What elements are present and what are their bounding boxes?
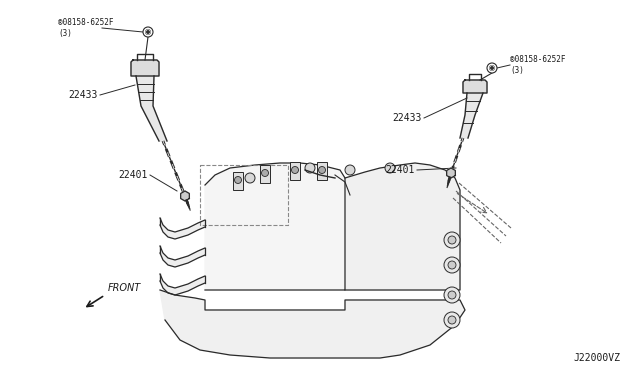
Circle shape xyxy=(448,261,456,269)
Text: 22433: 22433 xyxy=(68,90,98,100)
Circle shape xyxy=(385,163,395,173)
Circle shape xyxy=(487,63,497,73)
Text: 22401: 22401 xyxy=(118,170,148,180)
Bar xyxy=(233,172,243,190)
Circle shape xyxy=(448,316,456,324)
Circle shape xyxy=(319,167,326,173)
Polygon shape xyxy=(136,76,167,141)
Polygon shape xyxy=(463,80,487,93)
Circle shape xyxy=(234,176,241,183)
Circle shape xyxy=(245,173,255,183)
Polygon shape xyxy=(180,191,189,201)
Circle shape xyxy=(305,163,315,173)
Bar xyxy=(317,162,327,180)
Text: J22000VZ: J22000VZ xyxy=(573,353,620,363)
Circle shape xyxy=(143,27,153,37)
Polygon shape xyxy=(131,60,159,76)
Polygon shape xyxy=(205,163,345,290)
Bar xyxy=(290,162,300,180)
Text: ®08158-6252F
(3): ®08158-6252F (3) xyxy=(510,55,566,75)
Circle shape xyxy=(291,167,298,173)
Text: 22433: 22433 xyxy=(392,113,422,123)
Text: 22401: 22401 xyxy=(386,165,415,175)
Polygon shape xyxy=(160,290,465,358)
Circle shape xyxy=(444,312,460,328)
Circle shape xyxy=(448,236,456,244)
Bar xyxy=(200,165,288,225)
Polygon shape xyxy=(160,218,205,239)
Circle shape xyxy=(444,232,460,248)
Circle shape xyxy=(448,291,456,299)
Polygon shape xyxy=(160,274,205,295)
Polygon shape xyxy=(447,168,455,178)
Polygon shape xyxy=(160,246,205,267)
Circle shape xyxy=(444,287,460,303)
Text: FRONT: FRONT xyxy=(108,283,141,293)
Circle shape xyxy=(262,170,269,176)
Circle shape xyxy=(345,165,355,175)
Polygon shape xyxy=(345,163,460,290)
Polygon shape xyxy=(460,93,483,138)
Text: ®08158-6252F
(3): ®08158-6252F (3) xyxy=(58,18,113,38)
Circle shape xyxy=(444,257,460,273)
Bar xyxy=(260,165,270,183)
